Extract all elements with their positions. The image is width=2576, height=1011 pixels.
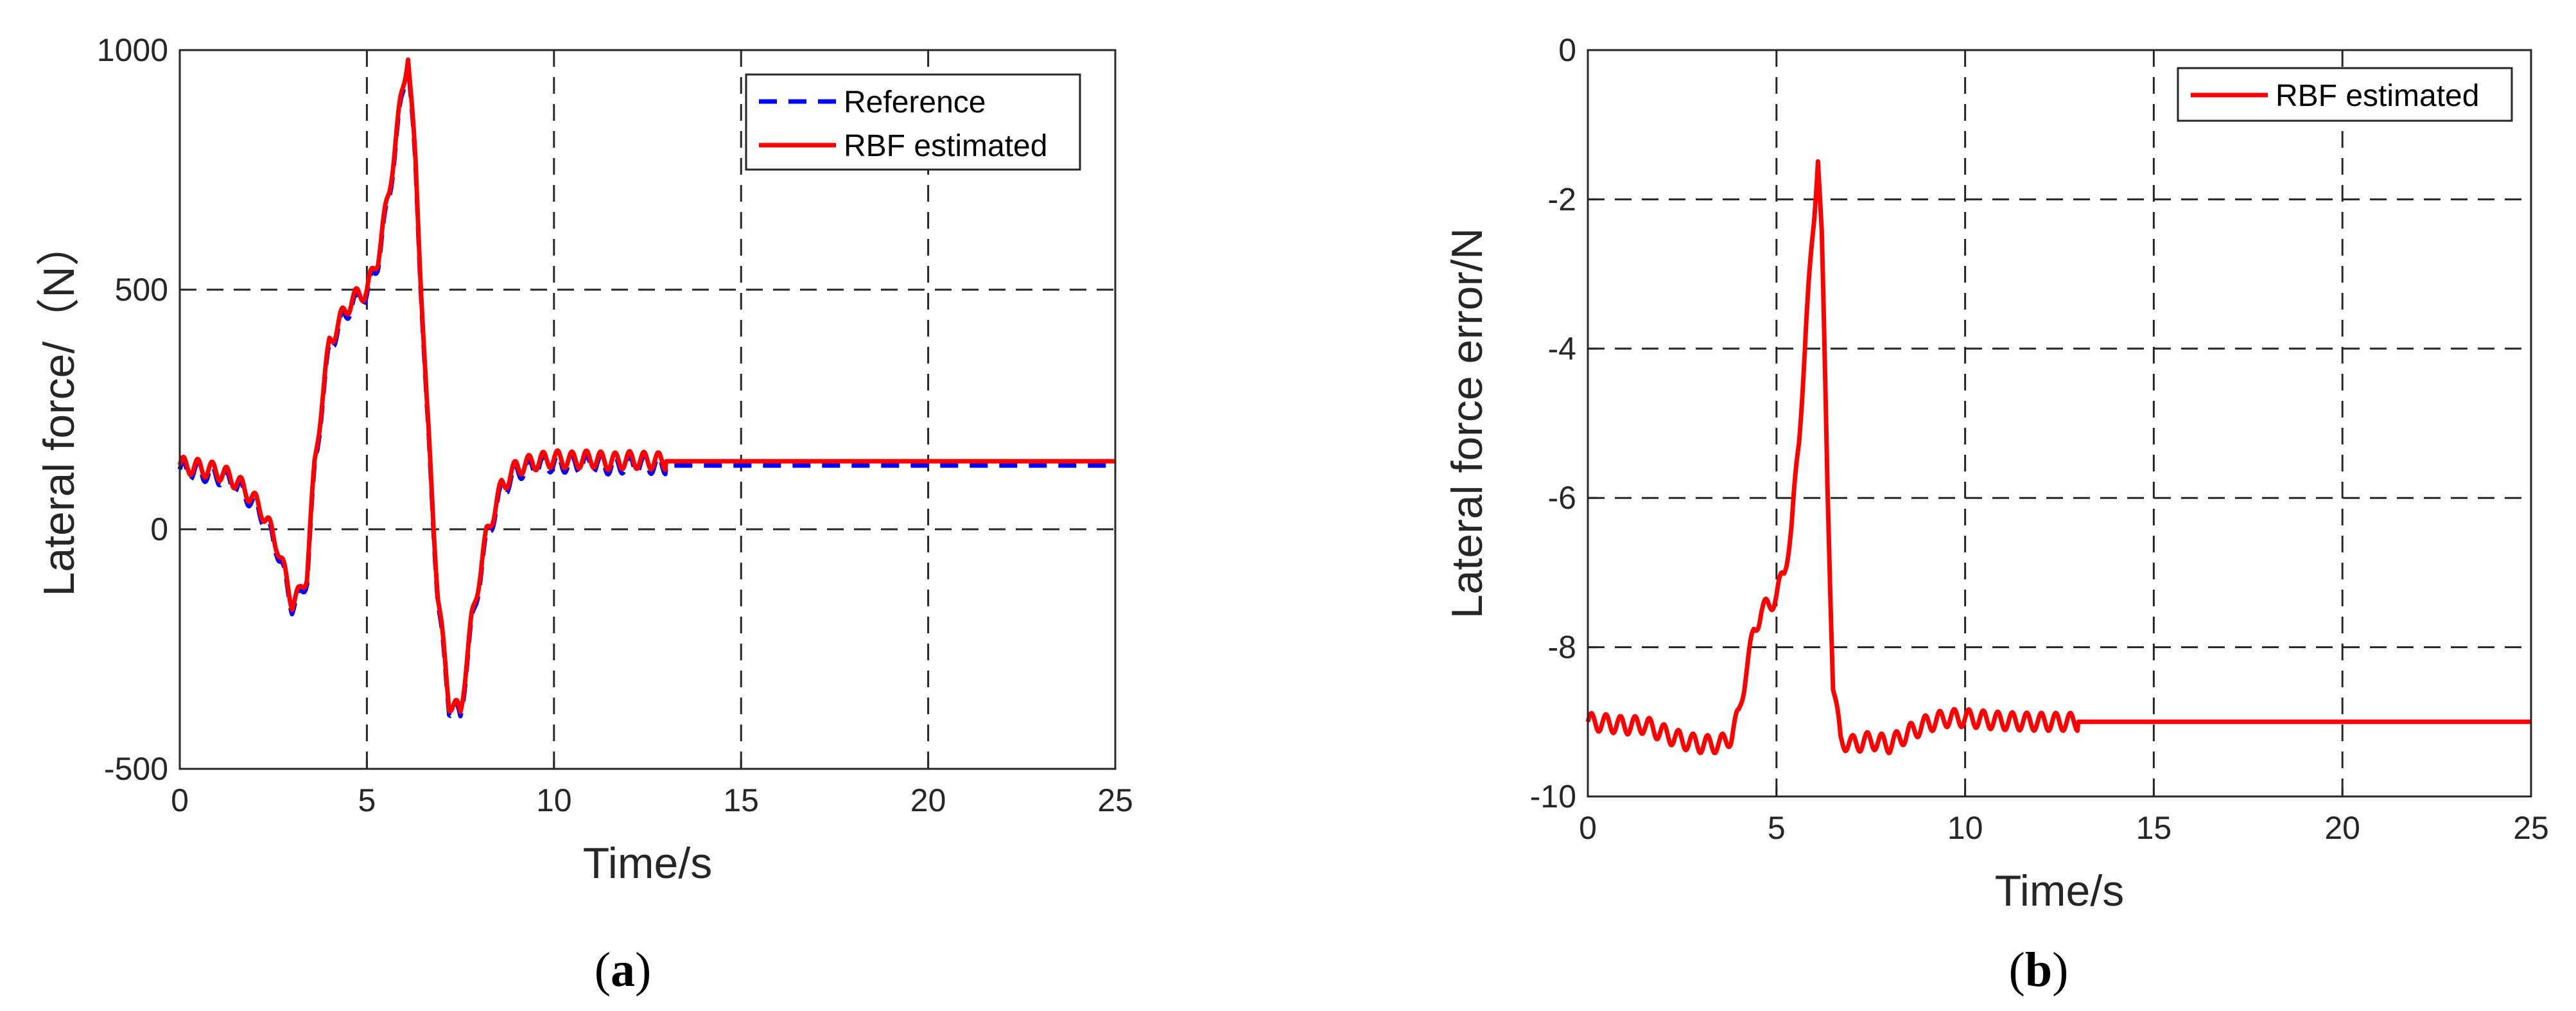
legend-label: RBF estimated <box>2276 79 2479 113</box>
x-axis-label: Time/s <box>583 839 712 888</box>
x-tick-label: 0 <box>171 782 189 818</box>
legend-box <box>2177 67 2513 122</box>
legend: RBF estimated <box>2177 67 2513 122</box>
x-tick-label: 25 <box>1097 782 1133 818</box>
x-axis-label: Time/s <box>1995 866 2124 915</box>
caption-b-letter: b <box>2025 943 2052 997</box>
series-line-rbf-estimated <box>1585 159 2532 755</box>
y-tick-label: 500 <box>115 272 168 308</box>
legend-label: RBF estimated <box>844 129 1047 163</box>
y-tick-label: -6 <box>1548 480 1576 516</box>
chart-panel-b: 0 5 10 15 20 25 -10 -8 -6 -4 -2 0 Time/s Lateral forc… <box>1443 32 2549 915</box>
y-tick-label: 0 <box>1558 32 1576 68</box>
y-axis-label: Lateral force/（N） <box>35 223 83 597</box>
y-tick-label: -500 <box>104 751 168 787</box>
y-tick-label: -2 <box>1548 181 1576 217</box>
x-tick-label: 15 <box>2136 810 2172 846</box>
y-axis-label: Lateral force error/N <box>1443 228 1492 619</box>
y-tick-label: -4 <box>1548 331 1576 367</box>
caption-b: (b) <box>2009 943 2069 997</box>
legend: Reference RBF estimated <box>745 73 1081 171</box>
legend-box <box>745 73 1081 171</box>
y-tick-label: 1000 <box>97 32 168 68</box>
y-tick-label: 0 <box>150 511 168 547</box>
x-tick-label: 20 <box>910 782 946 818</box>
y-tick-label: -8 <box>1548 629 1576 665</box>
x-tick-label: 0 <box>1579 810 1597 846</box>
x-tick-label: 20 <box>2324 810 2360 846</box>
legend-label: Reference <box>844 85 986 119</box>
caption-a: (a) <box>595 943 652 997</box>
plot-frame <box>1587 49 2532 798</box>
x-tick-label: 5 <box>358 782 376 818</box>
series-line-rbf-estimated <box>177 57 1117 714</box>
x-tick-label: 10 <box>1947 810 1983 846</box>
caption-a-letter: a <box>611 943 635 997</box>
plot-frame <box>178 49 1117 770</box>
x-tick-label: 10 <box>536 782 572 818</box>
x-tick-label: 5 <box>1768 810 1786 846</box>
y-tick-label: -10 <box>1530 778 1576 814</box>
x-tick-label: 25 <box>2513 810 2549 846</box>
x-tick-label: 15 <box>723 782 759 818</box>
